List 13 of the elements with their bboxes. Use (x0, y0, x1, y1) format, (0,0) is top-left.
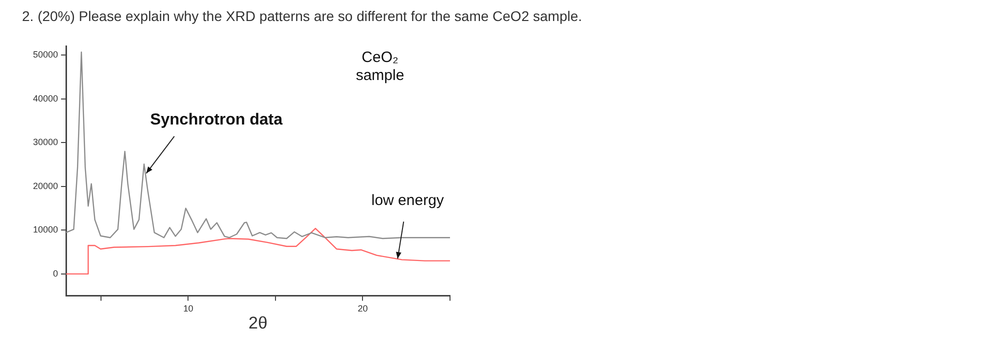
annotation: CeO₂ sample (356, 49, 404, 84)
y-tick-label: 10000 (32, 224, 58, 235)
y-tick-label: 30000 (32, 137, 58, 148)
annotation: low energy (371, 192, 444, 210)
y-tick-label: 20000 (32, 180, 58, 191)
y-tick-label: 50000 (32, 50, 58, 60)
x-tick-label: 10 (183, 304, 194, 314)
y-tick-label: 0 (53, 268, 58, 278)
x-axis-title: 2θ (248, 313, 268, 332)
y-tick-label: 40000 (32, 93, 58, 104)
x-tick-label: 20 (358, 304, 368, 314)
chart-title: 2. (20%) Please explain why the XRD patterns are so different for the same CeO2 sample. (22, 8, 584, 24)
annotation: Synchrotron data (150, 112, 283, 129)
